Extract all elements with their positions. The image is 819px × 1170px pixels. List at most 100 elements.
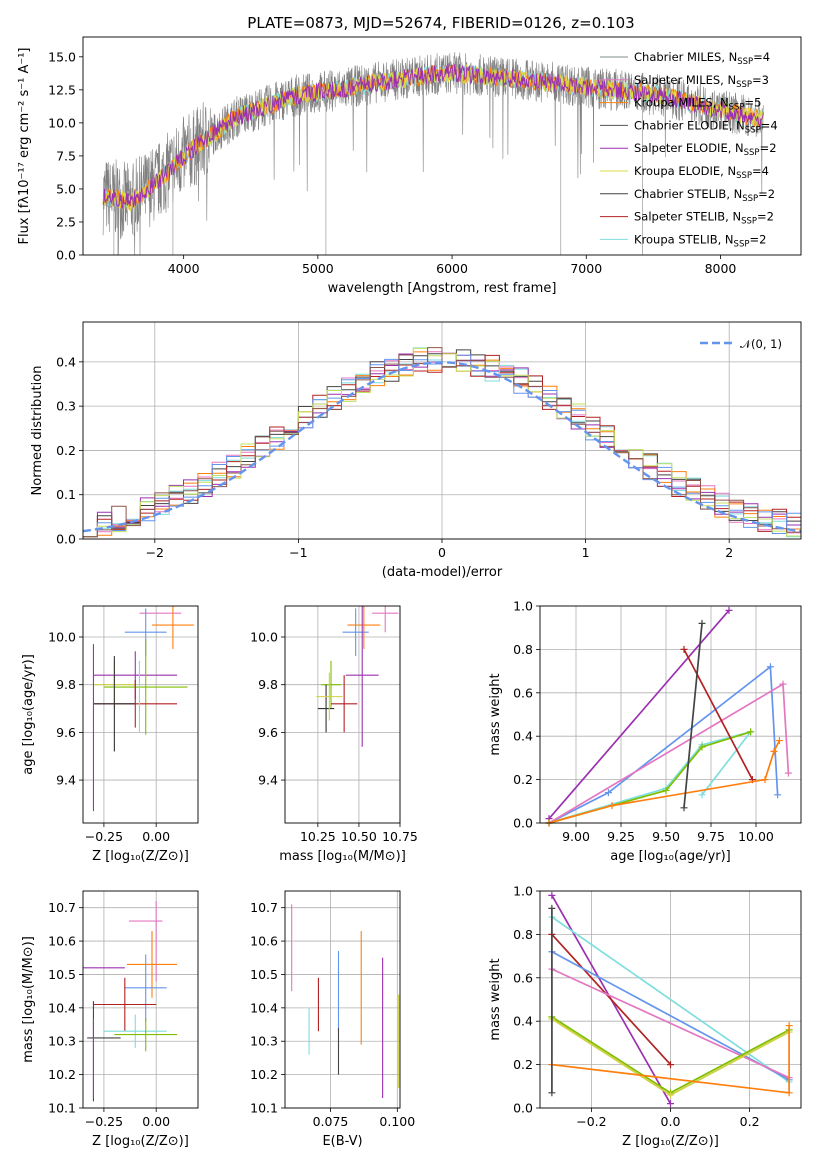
y-axis-label: mass [log₁₀(M/M⊙)] (21, 936, 36, 1063)
legend-entry: 𝒩(0, 1) (740, 337, 782, 351)
y-tick-label: 0.4 (513, 729, 533, 744)
mass_weight_vs_z-axes (536, 890, 801, 1112)
y-tick-label: 9.4 (258, 773, 278, 788)
spectrum-model-line (102, 63, 764, 210)
y-tick-label: 0.2 (513, 772, 533, 787)
y-tick-label: 10.2 (250, 1067, 278, 1082)
y-tick-label: 1.0 (513, 884, 533, 899)
spectrum-axes (79, 52, 764, 259)
y-tick-label: 2.5 (56, 214, 76, 229)
series-marker (667, 1100, 674, 1108)
series-marker (747, 728, 755, 736)
y-axis-label: mass weight (488, 958, 503, 1040)
series-marker (680, 804, 688, 812)
series-marker (548, 904, 556, 912)
y-tick-label: 10.1 (48, 1101, 76, 1116)
y-tick-label: 12.5 (48, 82, 76, 97)
legend-entry: Kroupa ELODIE, NSSP=4 (634, 164, 769, 181)
y-tick-label: 9.8 (56, 677, 76, 692)
x-tick-label: 2 (725, 545, 733, 560)
age_vs_mass-frame (284, 605, 401, 824)
series-line (548, 730, 753, 824)
x-tick-label: 9.75 (697, 829, 725, 844)
x-tick-label: −0.25 (85, 1114, 123, 1129)
x-tick-label: 0.100 (379, 1114, 415, 1129)
age_vs_mass-axes (281, 606, 401, 827)
y-axis-label: Normed distribution (30, 366, 45, 496)
x-tick-label: −0.25 (85, 829, 123, 844)
series-marker (698, 791, 706, 799)
mass_vs_z-frame (82, 890, 199, 1109)
legend-entry: Salpeter MILES, NSSP=3 (634, 73, 769, 90)
mass_weight_vs_z-frame (539, 890, 802, 1109)
residuals-axes (79, 322, 802, 543)
legend-entry: Chabrier MILES, NSSP=4 (634, 50, 770, 67)
mass_vs_z-axes (79, 891, 198, 1112)
x-tick-label: 9.00 (562, 829, 590, 844)
age_vs_z-frame (82, 605, 199, 824)
spectrum-data-line (102, 52, 764, 255)
y-tick-label: 9.4 (56, 773, 76, 788)
y-tick-label: 9.8 (258, 677, 278, 692)
y-tick-label: 15.0 (48, 49, 76, 64)
age_vs_z-axes (79, 606, 198, 827)
y-tick-label: 0.8 (513, 642, 533, 657)
x-tick-label: 0 (438, 545, 446, 560)
x-tick-label: −1 (289, 545, 307, 560)
y-tick-label: 0.4 (513, 1014, 533, 1029)
x-tick-label: 7000 (570, 261, 602, 276)
x-axis-label: Z [log₁₀(Z/Z⊙)] (92, 1134, 189, 1149)
mass_vs_ebv-axes (281, 891, 400, 1112)
x-tick-label: 9.50 (652, 829, 680, 844)
y-tick-label: 10.3 (48, 1034, 76, 1049)
series-marker (725, 606, 733, 614)
series-line (551, 916, 790, 1083)
y-tick-label: 0.6 (513, 685, 533, 700)
y-tick-label: 0.3 (56, 399, 76, 414)
series-marker (680, 645, 688, 653)
y-tick-label: 10.5 (48, 967, 76, 982)
x-axis-label: age [log₁₀(age/yr)] (610, 849, 731, 864)
y-tick-label: 10.0 (48, 115, 76, 130)
x-axis-label: Z [log₁₀(Z/Z⊙)] (622, 1134, 719, 1149)
y-tick-label: 0.2 (513, 1057, 533, 1072)
legend-entry: Kroupa STELIB, NSSP=2 (634, 232, 766, 249)
series-line (551, 951, 790, 1081)
series-marker (761, 776, 769, 784)
y-tick-label: 5.0 (56, 181, 76, 196)
x-tick-label: 0.2 (740, 1114, 760, 1129)
residuals-frame (82, 321, 802, 540)
histogram-series (83, 347, 801, 538)
y-tick-label: 0.0 (513, 1101, 533, 1116)
series-marker (766, 663, 774, 671)
series-line (548, 609, 730, 820)
series-marker (698, 619, 706, 627)
x-axis-label: mass [log₁₀(M/M⊙)] (279, 849, 406, 864)
y-tick-label: 0.0 (56, 532, 76, 547)
y-tick-label: 10.6 (250, 934, 278, 949)
x-tick-label: 10.25 (300, 829, 336, 844)
x-tick-label: 5000 (302, 261, 334, 276)
series-line (683, 649, 754, 780)
series-marker (548, 891, 556, 899)
y-tick-label: 0.8 (513, 927, 533, 942)
series-marker (548, 1089, 556, 1097)
x-axis-label: Z [log₁₀(Z/Z⊙)] (92, 849, 189, 864)
y-axis-label: mass weight (488, 673, 503, 755)
y-axis-label: Flux [fλ10⁻¹⁷ erg cm⁻² s⁻¹ A⁻¹] (17, 48, 32, 245)
y-tick-label: 10.5 (250, 967, 278, 982)
series-marker (785, 1089, 793, 1097)
y-tick-label: 0.0 (56, 248, 76, 263)
x-tick-label: −2 (146, 545, 164, 560)
y-tick-label: 1.0 (513, 599, 533, 614)
series-marker (667, 1091, 674, 1099)
y-tick-label: 10.0 (250, 630, 278, 645)
y-tick-label: 0.6 (513, 970, 533, 985)
y-tick-label: 0.0 (513, 816, 533, 831)
y-tick-label: 10.2 (48, 1067, 76, 1082)
series-marker (604, 789, 612, 797)
series-marker (770, 747, 778, 755)
series-marker (775, 737, 783, 745)
mass_vs_ebv-frame (284, 890, 401, 1109)
